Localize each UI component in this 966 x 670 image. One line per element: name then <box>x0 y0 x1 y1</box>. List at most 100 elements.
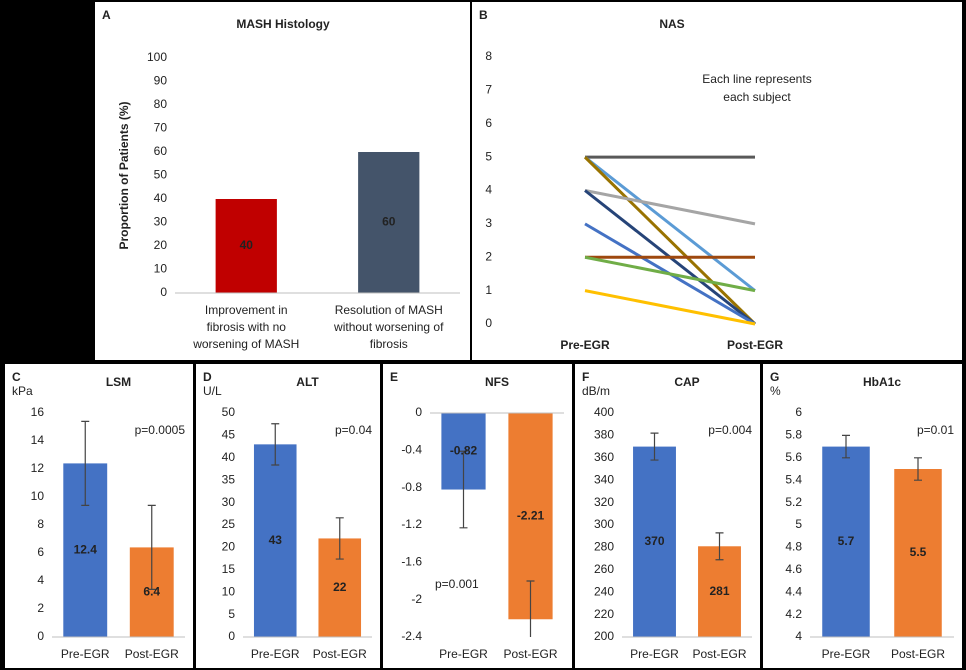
bar <box>633 446 676 637</box>
bar <box>253 444 297 637</box>
y-tick-label: 8 <box>485 49 492 63</box>
bar <box>822 446 870 637</box>
y-tick-label: 0 <box>37 629 44 643</box>
bar <box>215 199 277 293</box>
y-tick-label: -2 <box>411 592 422 606</box>
y-tick-label: -0.4 <box>401 443 422 457</box>
bar <box>358 152 420 293</box>
panel-title: ALT <box>296 375 319 389</box>
x-tick-label: Post-EGR <box>727 338 783 352</box>
y-tick-label: 0 <box>415 405 422 419</box>
x-tick-label: Pre-EGR <box>439 647 488 661</box>
y-tick-label: 5.8 <box>785 428 802 442</box>
value-label: 40 <box>240 238 254 252</box>
value-label: -0.82 <box>450 443 478 457</box>
y-tick-label: 20 <box>222 540 236 554</box>
y-tick-label: 30 <box>222 495 236 509</box>
panel-title: LSM <box>106 375 131 389</box>
y-tick-label: 280 <box>594 540 614 554</box>
y-tick-label: 5 <box>228 607 235 621</box>
x-tick-label: Post-EGR <box>692 647 746 661</box>
bar <box>698 546 741 637</box>
y-tick-label: 4.4 <box>785 584 802 598</box>
value-label: 60 <box>382 215 396 229</box>
value-label: -2.21 <box>517 508 545 522</box>
y-tick-label: 5.2 <box>785 495 802 509</box>
y-tick-label: 12 <box>31 461 45 475</box>
y-axis-label: Proportion of Patients (%) <box>117 102 131 250</box>
y-tick-label: 200 <box>594 629 614 643</box>
y-tick-label: 5.4 <box>785 472 802 486</box>
value-label: 281 <box>709 584 729 598</box>
y-tick-label: 4 <box>485 183 492 197</box>
y-tick-label: 320 <box>594 495 614 509</box>
y-tick-label: 2 <box>485 249 492 263</box>
y-tick-label: -1.2 <box>401 517 422 531</box>
y-tick-label: 360 <box>594 450 614 464</box>
y-tick-label: 0 <box>485 316 492 330</box>
value-label: 22 <box>333 580 347 594</box>
y-tick-label: 6 <box>37 545 44 559</box>
value-label: 12.4 <box>74 542 98 556</box>
unit-label: kPa <box>12 384 33 398</box>
subject-line <box>584 289 756 326</box>
y-tick-label: 25 <box>222 517 236 531</box>
y-tick-label: -2.4 <box>401 629 422 643</box>
panel-title: HbA1c <box>863 375 901 389</box>
panel-label: B <box>479 8 488 22</box>
subject-line <box>583 156 757 326</box>
y-tick-label: 45 <box>222 428 236 442</box>
subject-line <box>584 155 756 292</box>
panel-label: D <box>203 370 212 384</box>
panel-title: CAP <box>674 375 699 389</box>
bar <box>894 469 942 637</box>
x-tick-label: Post-EGR <box>125 647 179 661</box>
x-tick-label: Pre-EGR <box>251 647 300 661</box>
unit-label: U/L <box>203 384 222 398</box>
y-tick-label: -0.8 <box>401 480 422 494</box>
p-value: p=0.01 <box>917 423 954 437</box>
y-tick-label: 400 <box>594 405 614 419</box>
unit-label: dB/m <box>582 384 610 398</box>
value-label: 43 <box>269 533 283 547</box>
y-tick-label: 15 <box>222 562 236 576</box>
p-value: p=0.004 <box>708 423 752 437</box>
subject-line <box>584 189 756 226</box>
subject-line <box>584 255 756 293</box>
y-tick-label: 30 <box>154 215 168 229</box>
x-tick-label: Post-EGR <box>503 647 557 661</box>
y-tick-label: 0 <box>160 285 167 299</box>
y-tick-label: 380 <box>594 428 614 442</box>
x-tick-label: Pre-EGR <box>61 647 110 661</box>
y-tick-label: 2 <box>37 601 44 615</box>
y-tick-label: 300 <box>594 517 614 531</box>
y-tick-label: 0 <box>228 629 235 643</box>
value-label: 5.7 <box>838 534 855 548</box>
y-tick-label: 7 <box>485 83 492 97</box>
y-tick-label: 6 <box>485 116 492 130</box>
y-tick-label: 80 <box>154 97 168 111</box>
error-bar <box>715 532 724 561</box>
y-tick-label: 20 <box>154 238 168 252</box>
y-tick-label: 90 <box>154 74 168 88</box>
panel <box>472 2 962 360</box>
panel-title: NAS <box>659 17 684 31</box>
y-tick-label: 10 <box>222 584 236 598</box>
y-tick-label: 8 <box>37 517 44 531</box>
y-tick-label: 40 <box>222 450 236 464</box>
y-tick-label: 10 <box>31 489 45 503</box>
p-value: p=0.04 <box>335 423 372 437</box>
x-tick-label: Improvement in fibrosis with no worsening … <box>192 303 299 351</box>
value-label: 5.5 <box>910 545 927 559</box>
y-tick-label: 5 <box>795 517 802 531</box>
y-tick-label: 5 <box>485 149 492 163</box>
x-tick-label: Pre-EGR <box>822 647 871 661</box>
y-tick-label: 14 <box>31 433 45 447</box>
error-bar <box>842 434 850 459</box>
y-tick-label: 1 <box>485 283 492 297</box>
y-tick-label: 100 <box>147 50 167 64</box>
x-tick-label: Pre-EGR <box>560 338 610 352</box>
y-tick-label: -1.6 <box>401 555 422 569</box>
x-tick-label: Pre-EGR <box>630 647 679 661</box>
